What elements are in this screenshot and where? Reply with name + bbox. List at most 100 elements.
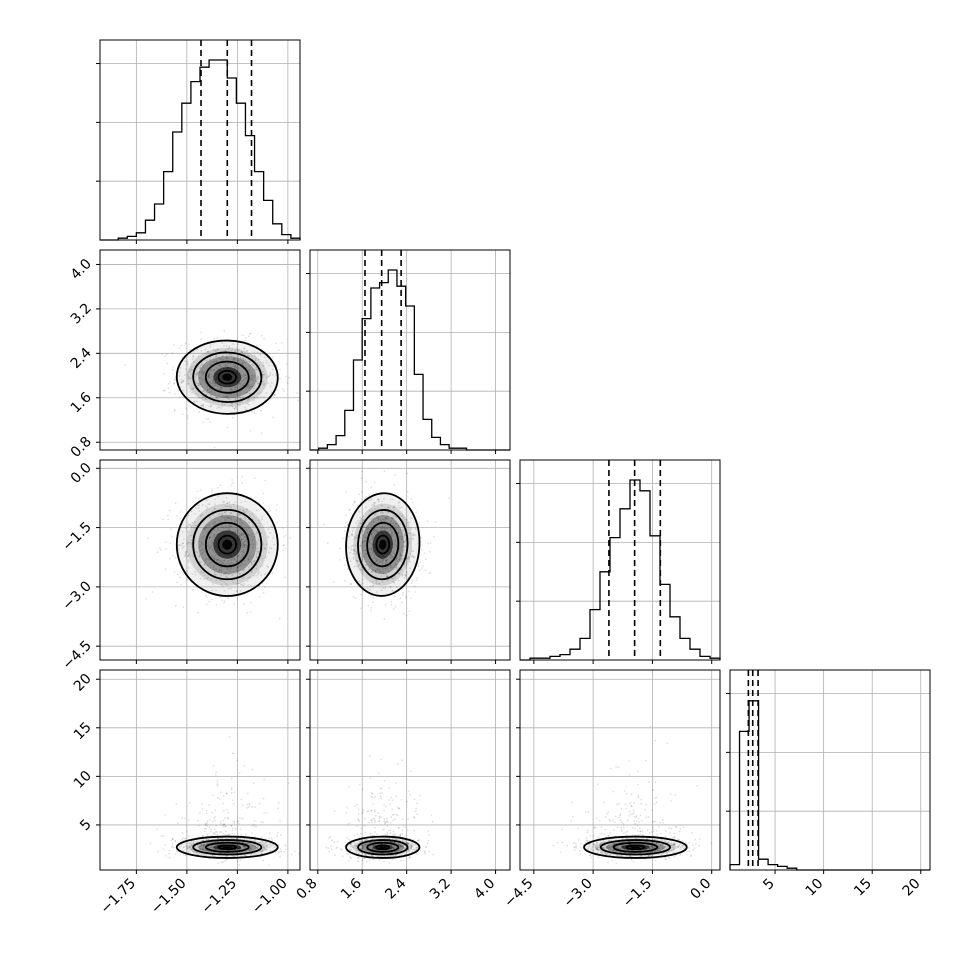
sample-point: [260, 334, 263, 337]
sample-point: [190, 534, 192, 537]
sample-point: [375, 528, 378, 531]
panel-frame: [309, 459, 511, 661]
sample-point: [574, 842, 577, 845]
sample-point: [210, 532, 212, 534]
sample-point: [358, 835, 361, 838]
sample-point: [186, 848, 189, 851]
sample-point: [356, 533, 358, 536]
sample-point: [361, 812, 364, 815]
sample-point: [244, 846, 247, 849]
sample-point: [241, 375, 244, 377]
sample-point: [199, 367, 202, 370]
sample-point: [253, 560, 256, 563]
sample-point: [213, 368, 216, 371]
sample-point: [230, 791, 233, 794]
histogram-step: [310, 269, 510, 451]
sample-point: [381, 560, 383, 563]
sample-point: [224, 365, 227, 367]
sample-point: [352, 595, 355, 598]
sample-point: [647, 854, 650, 857]
sample-point: [670, 800, 672, 802]
sample-point: [679, 828, 682, 830]
sample-point: [628, 814, 631, 817]
sample-point: [243, 352, 246, 355]
sample-point: [262, 501, 265, 504]
sample-point: [219, 791, 222, 794]
sample-point: [250, 601, 252, 604]
sample-point: [240, 524, 243, 526]
sample-point: [607, 835, 610, 837]
sample-point: [365, 525, 368, 527]
sample-point: [615, 862, 618, 865]
sample-point: [228, 524, 230, 527]
sample-point: [215, 396, 217, 399]
sample-point: [238, 532, 241, 535]
sample-point: [361, 859, 364, 862]
sample-point: [205, 838, 208, 841]
sample-point: [586, 831, 589, 834]
sample-point: [230, 787, 233, 790]
sample-point: [173, 571, 176, 573]
sample-point: [603, 833, 606, 836]
sample-point: [406, 557, 409, 560]
sample-point: [417, 563, 419, 566]
sample-point: [241, 361, 244, 364]
sample-point: [185, 542, 188, 545]
sample-point: [670, 849, 673, 852]
sample-point: [651, 841, 654, 844]
sample-point: [243, 546, 246, 549]
sample-point: [207, 503, 210, 506]
sample-point: [253, 412, 256, 415]
sample-point: [394, 562, 397, 565]
sample-point: [259, 352, 262, 355]
sample-point: [249, 386, 251, 389]
sample-point: [205, 577, 208, 580]
sample-point: [199, 366, 202, 369]
sample-point: [379, 570, 382, 573]
x-tick-label: 1.6: [338, 875, 365, 902]
sample-point: [394, 474, 397, 476]
sample-point: [655, 830, 658, 833]
sample-point: [211, 361, 214, 364]
sample-point: [261, 373, 264, 376]
sample-point: [173, 382, 176, 385]
sample-point: [370, 819, 373, 822]
sample-point: [428, 834, 430, 837]
sample-point: [238, 395, 241, 398]
sample-point: [595, 844, 598, 846]
sample-point: [390, 796, 393, 799]
sample-point: [200, 848, 202, 850]
sample-point: [259, 409, 262, 412]
sample-point: [409, 537, 411, 540]
sample-point: [392, 531, 395, 534]
sample-point: [197, 846, 200, 849]
sample-point: [208, 420, 211, 423]
sample-point: [224, 834, 227, 836]
sample-point: [237, 820, 240, 823]
sample-point: [214, 573, 217, 576]
sample-point: [613, 843, 616, 845]
sample-point: [281, 387, 284, 390]
sample-point: [226, 426, 229, 429]
sample-point: [370, 533, 373, 536]
sample-point: [252, 399, 255, 402]
sample-point: [237, 555, 240, 557]
sample-point: [417, 839, 420, 842]
sample-point: [381, 500, 383, 503]
sample-point: [392, 522, 395, 525]
x-tick-label: 2.4: [382, 875, 409, 902]
sample-point: [239, 357, 242, 359]
sample-point: [370, 549, 373, 551]
sample-point: [240, 817, 243, 820]
sample-point: [257, 382, 259, 385]
sample-point: [228, 735, 231, 738]
sample-point: [231, 829, 234, 832]
sample-point: [233, 365, 236, 368]
sample-point: [248, 360, 251, 363]
sample-point: [401, 829, 404, 832]
sample-point: [351, 544, 354, 547]
sample-point: [213, 360, 215, 363]
sample-point: [220, 831, 223, 834]
sample-point: [348, 785, 350, 788]
sample-point: [215, 349, 218, 352]
